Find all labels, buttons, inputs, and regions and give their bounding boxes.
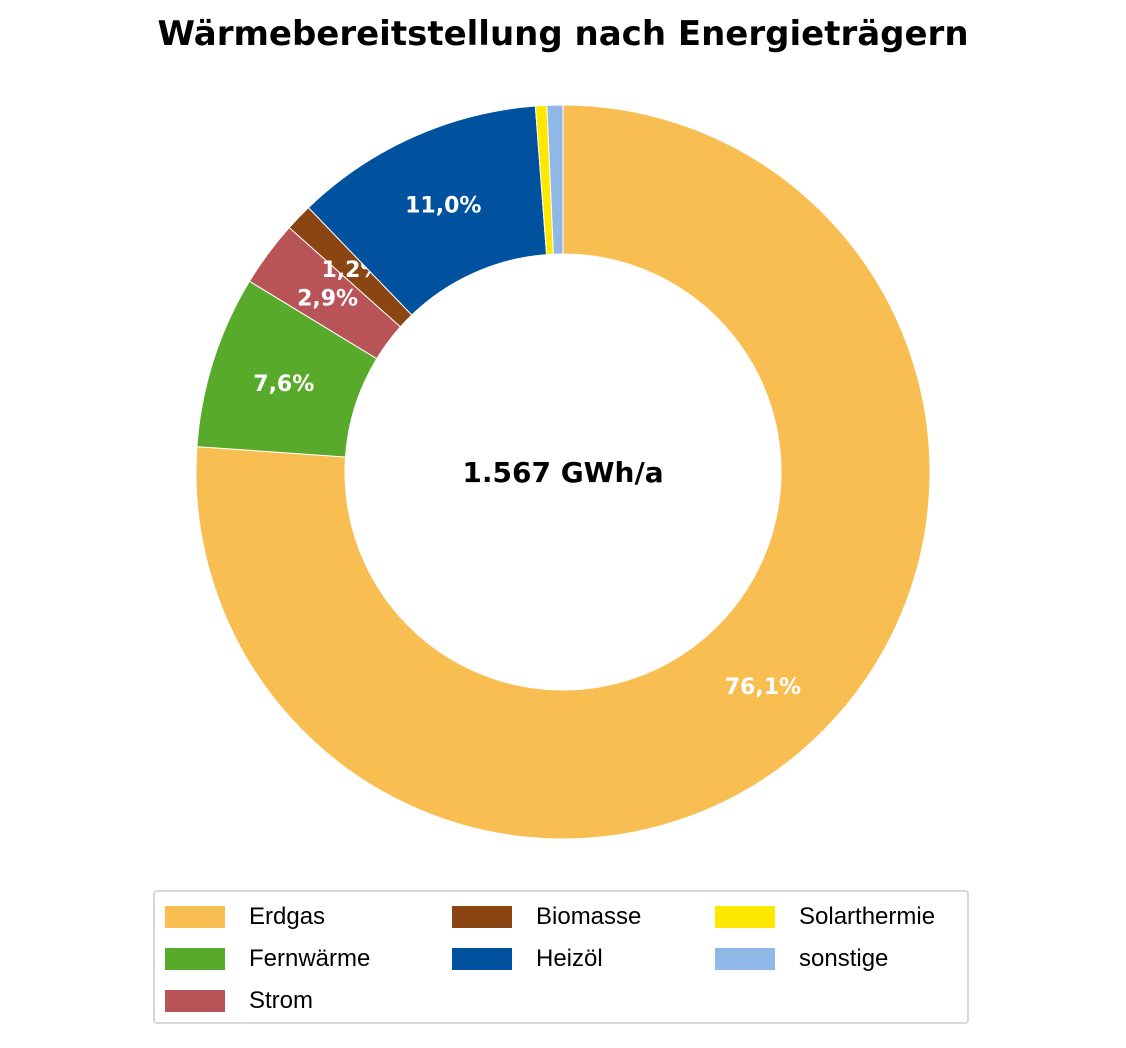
legend-item-erdgas: Erdgas — [165, 903, 325, 931]
legend-swatch — [165, 906, 225, 928]
slice-sonstige — [546, 104, 564, 255]
data-label-fernwärme: 7,6% — [253, 372, 314, 397]
legend-label: Fernwärme — [249, 945, 371, 972]
legend-label: sonstige — [799, 945, 889, 972]
legend-item-fernwärme: Fernwärme — [165, 945, 370, 973]
legend-label: Erdgas — [249, 903, 326, 930]
legend-item-strom: Strom — [165, 987, 313, 1015]
data-label-strom: 2,9% — [297, 287, 358, 312]
legend-swatch — [165, 990, 225, 1012]
chart-title: Wärmebereitstellung nach Energieträgern — [157, 14, 969, 54]
legend-label: Strom — [249, 987, 314, 1014]
legend-swatch — [715, 906, 775, 928]
slice-erdgas — [195, 104, 931, 840]
data-label-heizöl: 11,0% — [405, 194, 481, 219]
legend-label: Biomasse — [536, 903, 642, 930]
legend-item-heizöl: Heizöl — [452, 945, 603, 973]
legend: Erdgas Biomasse Solarthermie Fernwärme Heizö… — [153, 890, 969, 1024]
legend-item-biomasse: Biomasse — [452, 903, 641, 931]
legend-item-solarthermie: Solarthermie — [715, 903, 935, 931]
donut-chart: 76,1%7,6%2,9%1,2%11,0%1.567 GWh/a — [195, 104, 931, 840]
data-label-erdgas: 76,1% — [725, 675, 801, 700]
legend-label: Solarthermie — [799, 903, 936, 930]
center-total-label: 1.567 GWh/a — [462, 456, 663, 489]
legend-swatch — [165, 948, 225, 970]
legend-swatch — [452, 948, 512, 970]
legend-swatch — [452, 906, 512, 928]
legend-item-sonstige: sonstige — [715, 945, 888, 973]
legend-label: Heizöl — [536, 945, 603, 972]
legend-swatch — [715, 948, 775, 970]
